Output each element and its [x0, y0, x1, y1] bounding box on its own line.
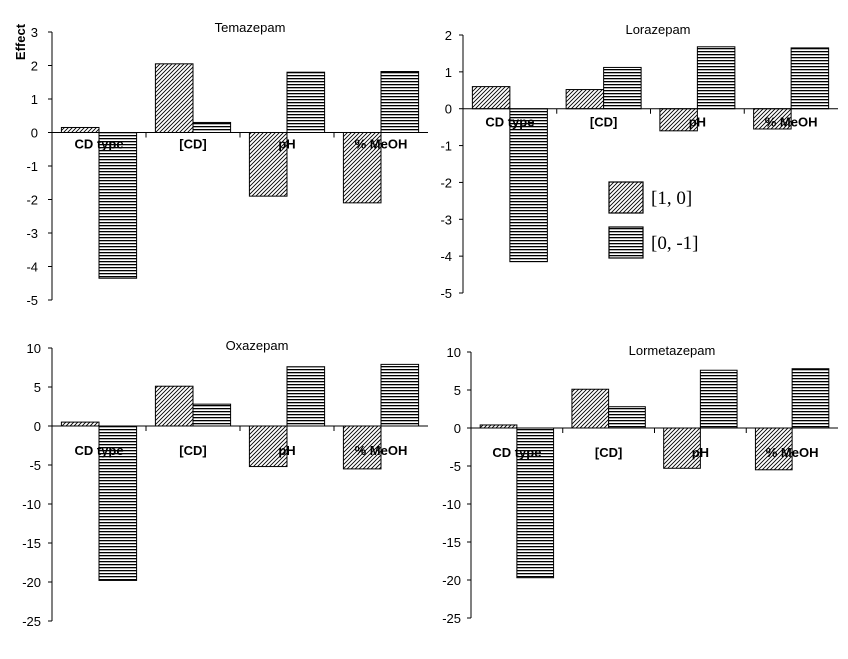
y-tick-label: 1: [445, 65, 452, 80]
bar-series1-3: [342, 425, 382, 470]
y-tick-label: 5: [34, 380, 41, 395]
y-tick-label: -20: [442, 573, 461, 588]
y-tick-label: -25: [22, 614, 41, 629]
category-label: [CD]: [590, 115, 617, 130]
bar-series2-1: [192, 121, 232, 133]
y-tick-label: -1: [26, 159, 38, 174]
y-tick-label: -2: [440, 175, 452, 190]
y-tick-label: 0: [31, 126, 38, 141]
bar-series1-0: [471, 86, 511, 110]
y-tick-label: 0: [454, 421, 461, 436]
bar-series1-0: [60, 126, 100, 133]
y-tick-label: 10: [447, 345, 461, 360]
bar-series1-1: [154, 385, 194, 427]
category-label: [CD]: [179, 443, 206, 458]
y-tick-label: -3: [26, 226, 38, 241]
y-tick-label: -3: [440, 212, 452, 227]
y-tick-label: 0: [34, 419, 41, 434]
bar-series2-3: [791, 368, 830, 429]
y-axis-label: Effect: [13, 23, 28, 60]
y-tick-label: 3: [31, 25, 38, 40]
bar-series2-1: [192, 403, 232, 427]
y-tick-label: 5: [454, 383, 461, 398]
chart-panel-0: Temazepam Effect 3 2 1 0 -1 -2 -3 -4 -5 CD type [CD]…: [13, 20, 428, 308]
y-tick-label: -5: [440, 286, 452, 301]
category-label: [CD]: [179, 137, 206, 152]
bar-series1-2: [248, 132, 288, 197]
bar-series2-0: [516, 427, 555, 579]
legend-swatch-1: [608, 181, 644, 214]
legend-label-1: [1, 0]: [651, 188, 692, 209]
y-tick-label: -1: [440, 139, 452, 154]
bar-series2-0: [509, 108, 548, 263]
bar-series2-3: [380, 71, 420, 133]
category-label: pH: [692, 445, 709, 460]
y-tick-label: -20: [22, 575, 41, 590]
y-tick-label: 2: [31, 59, 38, 74]
category-label: [CD]: [595, 445, 622, 460]
bar-series2-1: [608, 406, 646, 429]
legend-label-2: [0, -1]: [651, 233, 698, 254]
category-label: CD type: [485, 115, 534, 130]
chart-panel-2: Oxazepam 10 5 0 -5 -10 -15 -20 -25 CD type [CD] pH%…: [22, 338, 428, 629]
bar-series1-2: [663, 427, 701, 469]
legend: [1, 0] [0, -1]: [608, 181, 698, 259]
bar-series2-2: [286, 71, 326, 133]
y-tick-label: -15: [22, 536, 41, 551]
legend-swatch-2: [608, 226, 644, 259]
y-tick-label: -4: [26, 260, 38, 275]
category-label: CD type: [492, 445, 541, 460]
chart-panel-1: Lorazepam 2 1 0 -1 -2 -3 -4 -5 CD type [CD] pH % MeO…: [440, 22, 838, 301]
bar-series2-2: [696, 46, 736, 110]
bar-series2-1: [603, 66, 642, 110]
y-tick-label: 1: [31, 92, 38, 107]
category-label: pH: [278, 443, 295, 458]
bar-series2-2: [699, 369, 738, 429]
category-label: % MeOH: [766, 445, 819, 460]
y-tick-label: -10: [442, 497, 461, 512]
y-tick-label: 2: [445, 28, 452, 43]
chart-title: Lorazepam: [625, 22, 690, 37]
bar-series2-0: [98, 425, 138, 581]
y-tick-label: -4: [440, 249, 452, 264]
bar-series1-1: [154, 63, 194, 134]
bar-series2-2: [286, 366, 326, 427]
y-tick-label: -10: [22, 497, 41, 512]
y-tick-label: -5: [29, 458, 41, 473]
bar-series1-2: [248, 425, 288, 468]
chart-title: Temazepam: [215, 20, 286, 35]
bar-series2-3: [790, 47, 830, 110]
bar-series1-3: [754, 427, 793, 471]
category-label: pH: [689, 115, 706, 130]
bar-series1-1: [571, 388, 610, 429]
category-label: CD type: [74, 137, 123, 152]
category-label: % MeOH: [355, 443, 408, 458]
bar-series2-0: [98, 132, 138, 279]
bar-series1-1: [565, 89, 605, 110]
y-tick-label: -25: [442, 611, 461, 626]
category-label: CD type: [74, 443, 123, 458]
category-label: % MeOH: [355, 137, 408, 152]
chart-title: Lormetazepam: [629, 343, 716, 358]
y-tick-label: -2: [26, 193, 38, 208]
bar-series1-0: [60, 421, 100, 427]
y-tick-label: -5: [449, 459, 461, 474]
bar-series1-3: [342, 132, 382, 204]
y-tick-label: -15: [442, 535, 461, 550]
category-label: % MeOH: [765, 115, 818, 130]
y-tick-label: -5: [26, 293, 38, 308]
chart-panel-3: Lormetazepam 10 5 0 -5 -10 -15 -20 -25 CD type [CD…: [442, 343, 838, 626]
bar-series2-3: [380, 363, 420, 427]
y-tick-label: 0: [445, 102, 452, 117]
category-label: pH: [278, 137, 295, 152]
chart-title: Oxazepam: [226, 338, 289, 353]
y-tick-label: 10: [27, 341, 41, 356]
